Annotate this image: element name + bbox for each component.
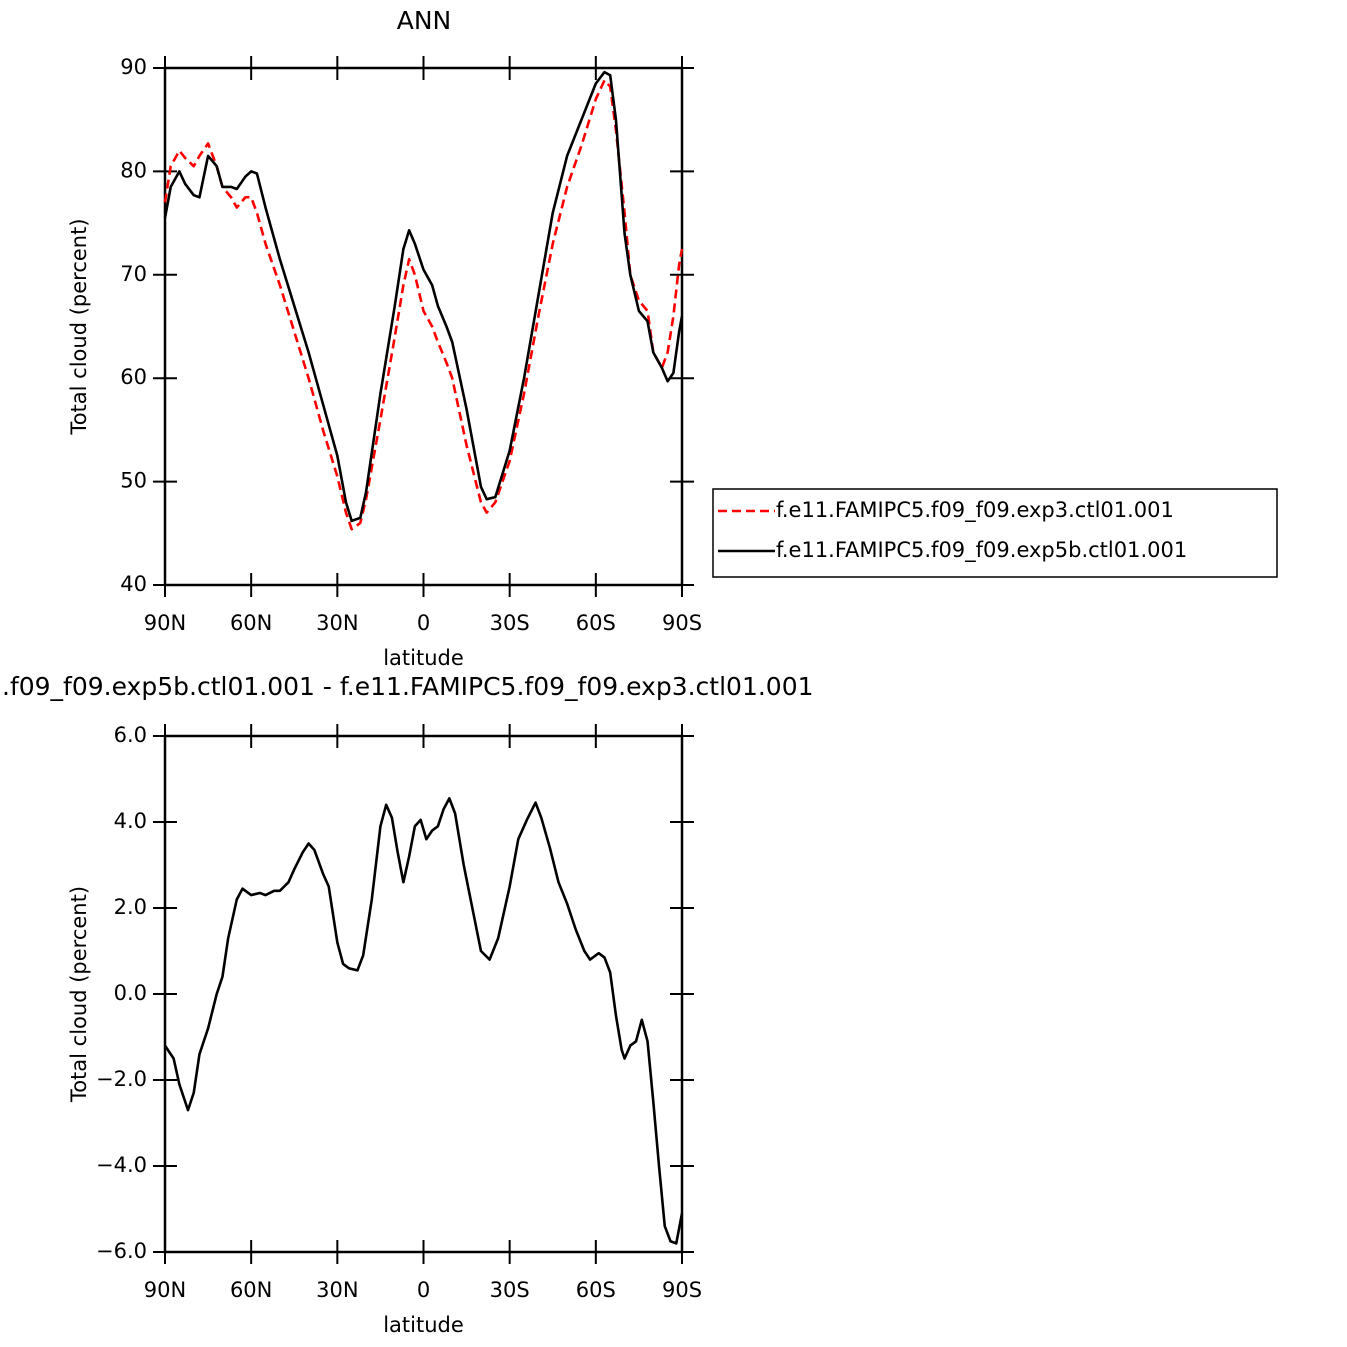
x-tick-label: 30S xyxy=(490,611,530,635)
x-axis-label: latitude xyxy=(383,1313,464,1337)
x-tick-label: 90S xyxy=(662,1278,702,1302)
x-tick-label: 90N xyxy=(144,1278,186,1302)
y-axis-label: Total cloud (percent) xyxy=(67,886,91,1103)
y-tick-label: 50 xyxy=(120,469,147,493)
x-tick-label: 0 xyxy=(417,611,430,635)
x-tick-label: 90N xyxy=(144,611,186,635)
y-tick-label: 60 xyxy=(120,365,147,389)
y-tick-label: −6.0 xyxy=(96,1239,147,1263)
x-tick-label: 60S xyxy=(576,611,616,635)
y-tick-label: 6.0 xyxy=(114,723,147,747)
data-line xyxy=(163,797,684,1245)
x-tick-label: 30N xyxy=(316,611,358,635)
y-tick-label: 0.0 xyxy=(114,981,147,1005)
y-tick-label: 4.0 xyxy=(114,809,147,833)
x-tick-label: 30S xyxy=(490,1278,530,1302)
x-tick-label: 0 xyxy=(417,1278,430,1302)
x-tick-label: 60S xyxy=(576,1278,616,1302)
y-tick-label: 90 xyxy=(120,55,147,79)
y-tick-label: 2.0 xyxy=(114,895,147,919)
y-axis-label: Total cloud (percent) xyxy=(67,218,91,435)
x-tick-label: 90S xyxy=(662,611,702,635)
x-axis-label: latitude xyxy=(383,646,464,670)
x-tick-label: 60N xyxy=(230,611,272,635)
y-tick-label: −4.0 xyxy=(96,1153,147,1177)
y-tick-label: 70 xyxy=(120,262,147,286)
chart-title: .f09_f09.exp5b.ctl01.001 - f.e11.FAMIPC5… xyxy=(2,672,814,701)
y-tick-label: 40 xyxy=(120,572,147,596)
data-line xyxy=(163,70,684,523)
legend-label: f.e11.FAMIPC5.f09_f09.exp3.ctl01.001 xyxy=(776,498,1174,523)
legend-label: f.e11.FAMIPC5.f09_f09.exp5b.ctl01.001 xyxy=(776,538,1187,563)
x-tick-label: 60N xyxy=(230,1278,272,1302)
legend-box xyxy=(712,488,1278,578)
y-tick-label: 80 xyxy=(120,158,147,182)
chart-title: ANN xyxy=(397,6,452,35)
y-tick-label: −2.0 xyxy=(96,1067,147,1091)
x-tick-label: 30N xyxy=(316,1278,358,1302)
